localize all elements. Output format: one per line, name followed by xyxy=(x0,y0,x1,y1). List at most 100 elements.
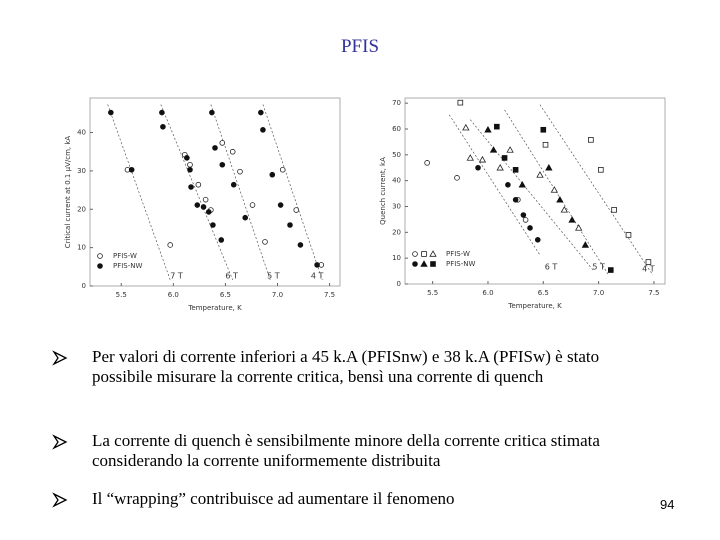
x-tick-label: 6.5 xyxy=(220,291,231,299)
y-tick-label: 0 xyxy=(82,282,86,290)
marker xyxy=(556,195,564,203)
marker xyxy=(588,137,594,143)
marker xyxy=(128,166,135,173)
marker xyxy=(184,155,190,161)
legend-label: PFIS-W xyxy=(446,250,470,258)
annotation: 5 T xyxy=(592,262,605,271)
marker xyxy=(420,260,428,267)
y-tick-label: 20 xyxy=(77,205,86,213)
marker xyxy=(159,109,165,116)
marker xyxy=(258,109,264,116)
marker xyxy=(219,161,226,168)
marker xyxy=(512,196,519,203)
marker xyxy=(478,155,487,163)
marker xyxy=(625,232,632,238)
marker xyxy=(454,175,460,181)
y-tick-label: 30 xyxy=(392,203,401,211)
marker xyxy=(475,164,481,171)
marker xyxy=(496,163,504,171)
marker xyxy=(260,127,266,133)
marker xyxy=(412,251,418,257)
marker xyxy=(542,141,549,148)
marker xyxy=(269,171,276,178)
marker xyxy=(457,99,464,106)
bullet-arrow xyxy=(52,492,68,508)
x-axis-label: Temperature, K xyxy=(187,304,242,312)
marker xyxy=(506,146,514,153)
bullet-text: La corrente di quench è sensibilmente mi… xyxy=(92,431,600,470)
legend-label: PFIS-W xyxy=(113,252,137,260)
marker xyxy=(287,222,293,228)
marker xyxy=(97,253,103,259)
page-number: 94 xyxy=(660,497,675,512)
marker xyxy=(540,126,547,133)
legend-label: PFIS-NW xyxy=(446,260,476,268)
marker xyxy=(522,217,529,223)
annotation: 6 T xyxy=(225,272,238,281)
marker xyxy=(536,171,544,178)
y-tick-label: 50 xyxy=(392,151,401,159)
x-tick-label: 6.5 xyxy=(538,289,549,297)
marker xyxy=(187,166,193,173)
marker xyxy=(607,267,614,273)
y-tick-label: 10 xyxy=(392,254,401,262)
marker xyxy=(494,123,500,130)
y-tick-label: 70 xyxy=(392,99,401,107)
marker xyxy=(550,186,559,193)
marker xyxy=(262,239,268,245)
x-tick-label: 7.5 xyxy=(324,291,335,299)
x-axis-label: Temperature, K xyxy=(507,302,562,310)
marker xyxy=(187,161,193,168)
marker xyxy=(229,148,236,155)
legend-label: PFIS-NW xyxy=(113,262,143,270)
marker xyxy=(527,225,533,231)
marker xyxy=(518,180,526,188)
marker xyxy=(462,123,470,131)
annotation: 7 T xyxy=(170,272,183,281)
marker xyxy=(581,241,590,248)
marker xyxy=(195,181,202,188)
y-tick-label: 0 xyxy=(397,280,401,288)
marker xyxy=(466,154,474,161)
marker xyxy=(297,242,304,248)
y-tick-label: 40 xyxy=(392,177,401,185)
marker xyxy=(293,207,300,213)
marker xyxy=(210,222,216,228)
marker xyxy=(218,237,225,243)
marker xyxy=(279,166,286,173)
marker xyxy=(598,167,604,173)
y-tick-label: 10 xyxy=(77,244,86,252)
fit-line xyxy=(448,114,541,256)
bullet-text: Per valori di corrente inferiori a 45 k.… xyxy=(92,347,600,386)
marker xyxy=(314,262,320,268)
marker xyxy=(277,202,284,208)
y-tick-label: 60 xyxy=(392,125,401,133)
y-tick-label: 40 xyxy=(77,129,86,137)
fit-line xyxy=(210,104,271,280)
marker xyxy=(489,146,498,153)
marker xyxy=(249,202,256,208)
marker xyxy=(188,184,194,190)
y-axis-label: Critical current at 0.1 μV/cm, kA xyxy=(64,136,72,249)
marker xyxy=(108,109,114,116)
marker xyxy=(205,209,212,215)
fit-line xyxy=(160,104,234,280)
marker xyxy=(237,168,243,175)
marker xyxy=(429,250,437,257)
x-tick-label: 7.0 xyxy=(272,291,283,299)
marker xyxy=(501,155,508,161)
y-axis-label: Quench current, kA xyxy=(379,157,387,225)
fit-line xyxy=(262,104,323,280)
marker xyxy=(545,163,553,171)
marker xyxy=(484,125,492,133)
marker xyxy=(568,216,576,223)
marker xyxy=(202,196,209,203)
x-tick-label: 7.5 xyxy=(648,289,659,297)
marker xyxy=(160,123,166,130)
slide-title: PFIS xyxy=(340,36,380,57)
annotation: 6 T xyxy=(545,262,558,271)
marker xyxy=(424,160,430,166)
marker xyxy=(209,109,215,116)
marker xyxy=(611,207,617,213)
annotation: 4 T xyxy=(311,272,324,281)
